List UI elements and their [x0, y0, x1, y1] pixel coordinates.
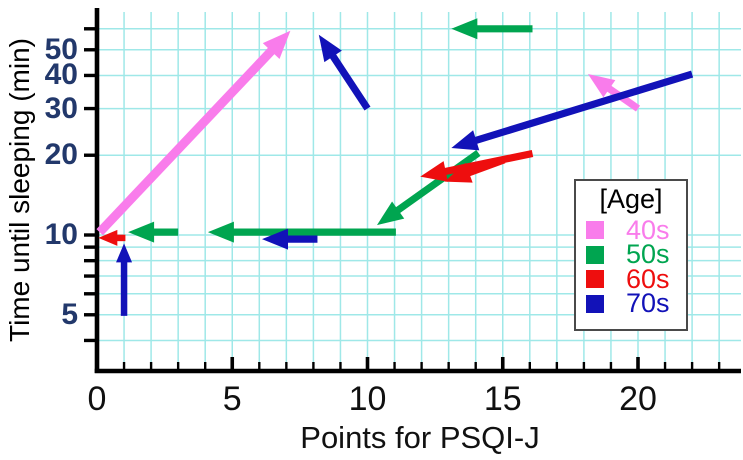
legend-title: [Age]	[599, 184, 663, 214]
arrow-head-70s	[116, 243, 133, 263]
legend-item-50s: 50s	[576, 239, 686, 270]
legend-label-60s: 60s	[626, 263, 670, 294]
arrow-shaft-60s	[464, 156, 506, 178]
arrow-head-50s	[207, 221, 234, 243]
legend-swatch-60s	[586, 270, 604, 289]
legend-item-60s: 60s	[576, 263, 686, 294]
legend-swatch-70s	[586, 294, 604, 313]
arrow-head-50s	[128, 221, 155, 243]
arrow-shaft-50s	[393, 150, 481, 215]
arrow-head-60s	[98, 229, 118, 246]
arrow-head-40s	[262, 30, 291, 59]
arrow-head-70s	[318, 34, 342, 63]
legend-label-70s: 70s	[626, 288, 670, 319]
arrow-head-70s	[451, 130, 480, 151]
arrow-head-60s	[420, 161, 448, 182]
arrow-head-40s	[587, 74, 616, 98]
arrow-head-70s	[262, 228, 289, 250]
arrow-head-50s	[451, 18, 478, 40]
arrow-shaft-40s	[96, 45, 277, 236]
legend: [Age] 40s 50s 60s 70s	[574, 179, 688, 331]
legend-item-40s: 40s	[576, 214, 686, 245]
arrow-head-50s	[376, 201, 405, 226]
legend-item-70s: 70s	[576, 288, 686, 319]
legend-swatch-50s	[586, 245, 604, 264]
arrow-shaft-70s	[328, 51, 371, 111]
arrow-head-60s	[444, 162, 473, 183]
arrow-shaft-70s	[472, 70, 694, 145]
legend-label-40s: 40s	[626, 214, 670, 245]
legend-swatch-40s	[586, 221, 604, 240]
legend-items: 40s 50s 60s 70s	[576, 214, 686, 319]
legend-label-50s: 50s	[626, 239, 670, 270]
